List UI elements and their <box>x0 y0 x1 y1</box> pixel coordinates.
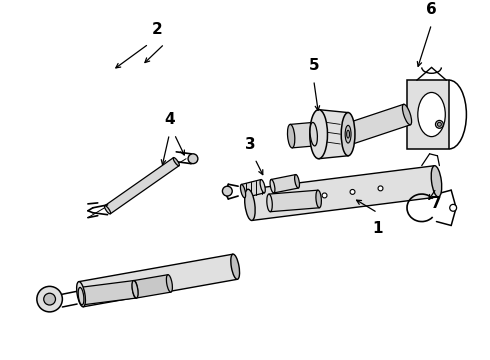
Polygon shape <box>134 275 171 298</box>
Text: 3: 3 <box>245 137 255 152</box>
Polygon shape <box>269 190 319 212</box>
Ellipse shape <box>241 184 245 198</box>
Text: 5: 5 <box>308 58 319 73</box>
Ellipse shape <box>310 110 327 159</box>
Text: 7: 7 <box>431 196 442 211</box>
Polygon shape <box>79 254 238 307</box>
Text: 4: 4 <box>164 112 175 127</box>
Circle shape <box>322 193 327 198</box>
Ellipse shape <box>341 113 355 156</box>
Polygon shape <box>407 80 449 149</box>
Polygon shape <box>318 110 348 159</box>
Circle shape <box>188 154 198 164</box>
Ellipse shape <box>270 179 275 193</box>
Ellipse shape <box>167 275 172 292</box>
Ellipse shape <box>316 190 321 208</box>
Ellipse shape <box>267 194 272 212</box>
Ellipse shape <box>402 104 412 125</box>
Ellipse shape <box>104 206 111 214</box>
Polygon shape <box>248 166 439 220</box>
Circle shape <box>350 189 355 194</box>
Polygon shape <box>242 180 264 198</box>
Ellipse shape <box>260 180 265 193</box>
Circle shape <box>44 293 55 305</box>
Ellipse shape <box>310 122 318 146</box>
Polygon shape <box>80 280 136 305</box>
Ellipse shape <box>346 130 349 138</box>
Text: 1: 1 <box>372 221 383 235</box>
Ellipse shape <box>76 282 85 307</box>
Ellipse shape <box>245 189 255 220</box>
Ellipse shape <box>343 124 353 144</box>
Ellipse shape <box>288 125 295 148</box>
Polygon shape <box>105 158 179 214</box>
Circle shape <box>438 122 441 126</box>
Circle shape <box>222 186 232 196</box>
Circle shape <box>436 121 443 128</box>
Circle shape <box>378 186 383 191</box>
Ellipse shape <box>418 93 445 137</box>
Ellipse shape <box>431 166 441 197</box>
Polygon shape <box>271 175 298 193</box>
Ellipse shape <box>173 158 179 166</box>
Ellipse shape <box>78 287 84 305</box>
Text: 6: 6 <box>426 2 437 17</box>
Ellipse shape <box>132 280 138 298</box>
Ellipse shape <box>345 125 351 143</box>
Polygon shape <box>290 122 315 148</box>
Ellipse shape <box>294 175 299 188</box>
Circle shape <box>450 204 457 211</box>
Ellipse shape <box>231 254 240 279</box>
Text: 2: 2 <box>151 22 162 37</box>
Polygon shape <box>344 104 411 144</box>
Circle shape <box>37 286 62 312</box>
Ellipse shape <box>132 280 138 298</box>
